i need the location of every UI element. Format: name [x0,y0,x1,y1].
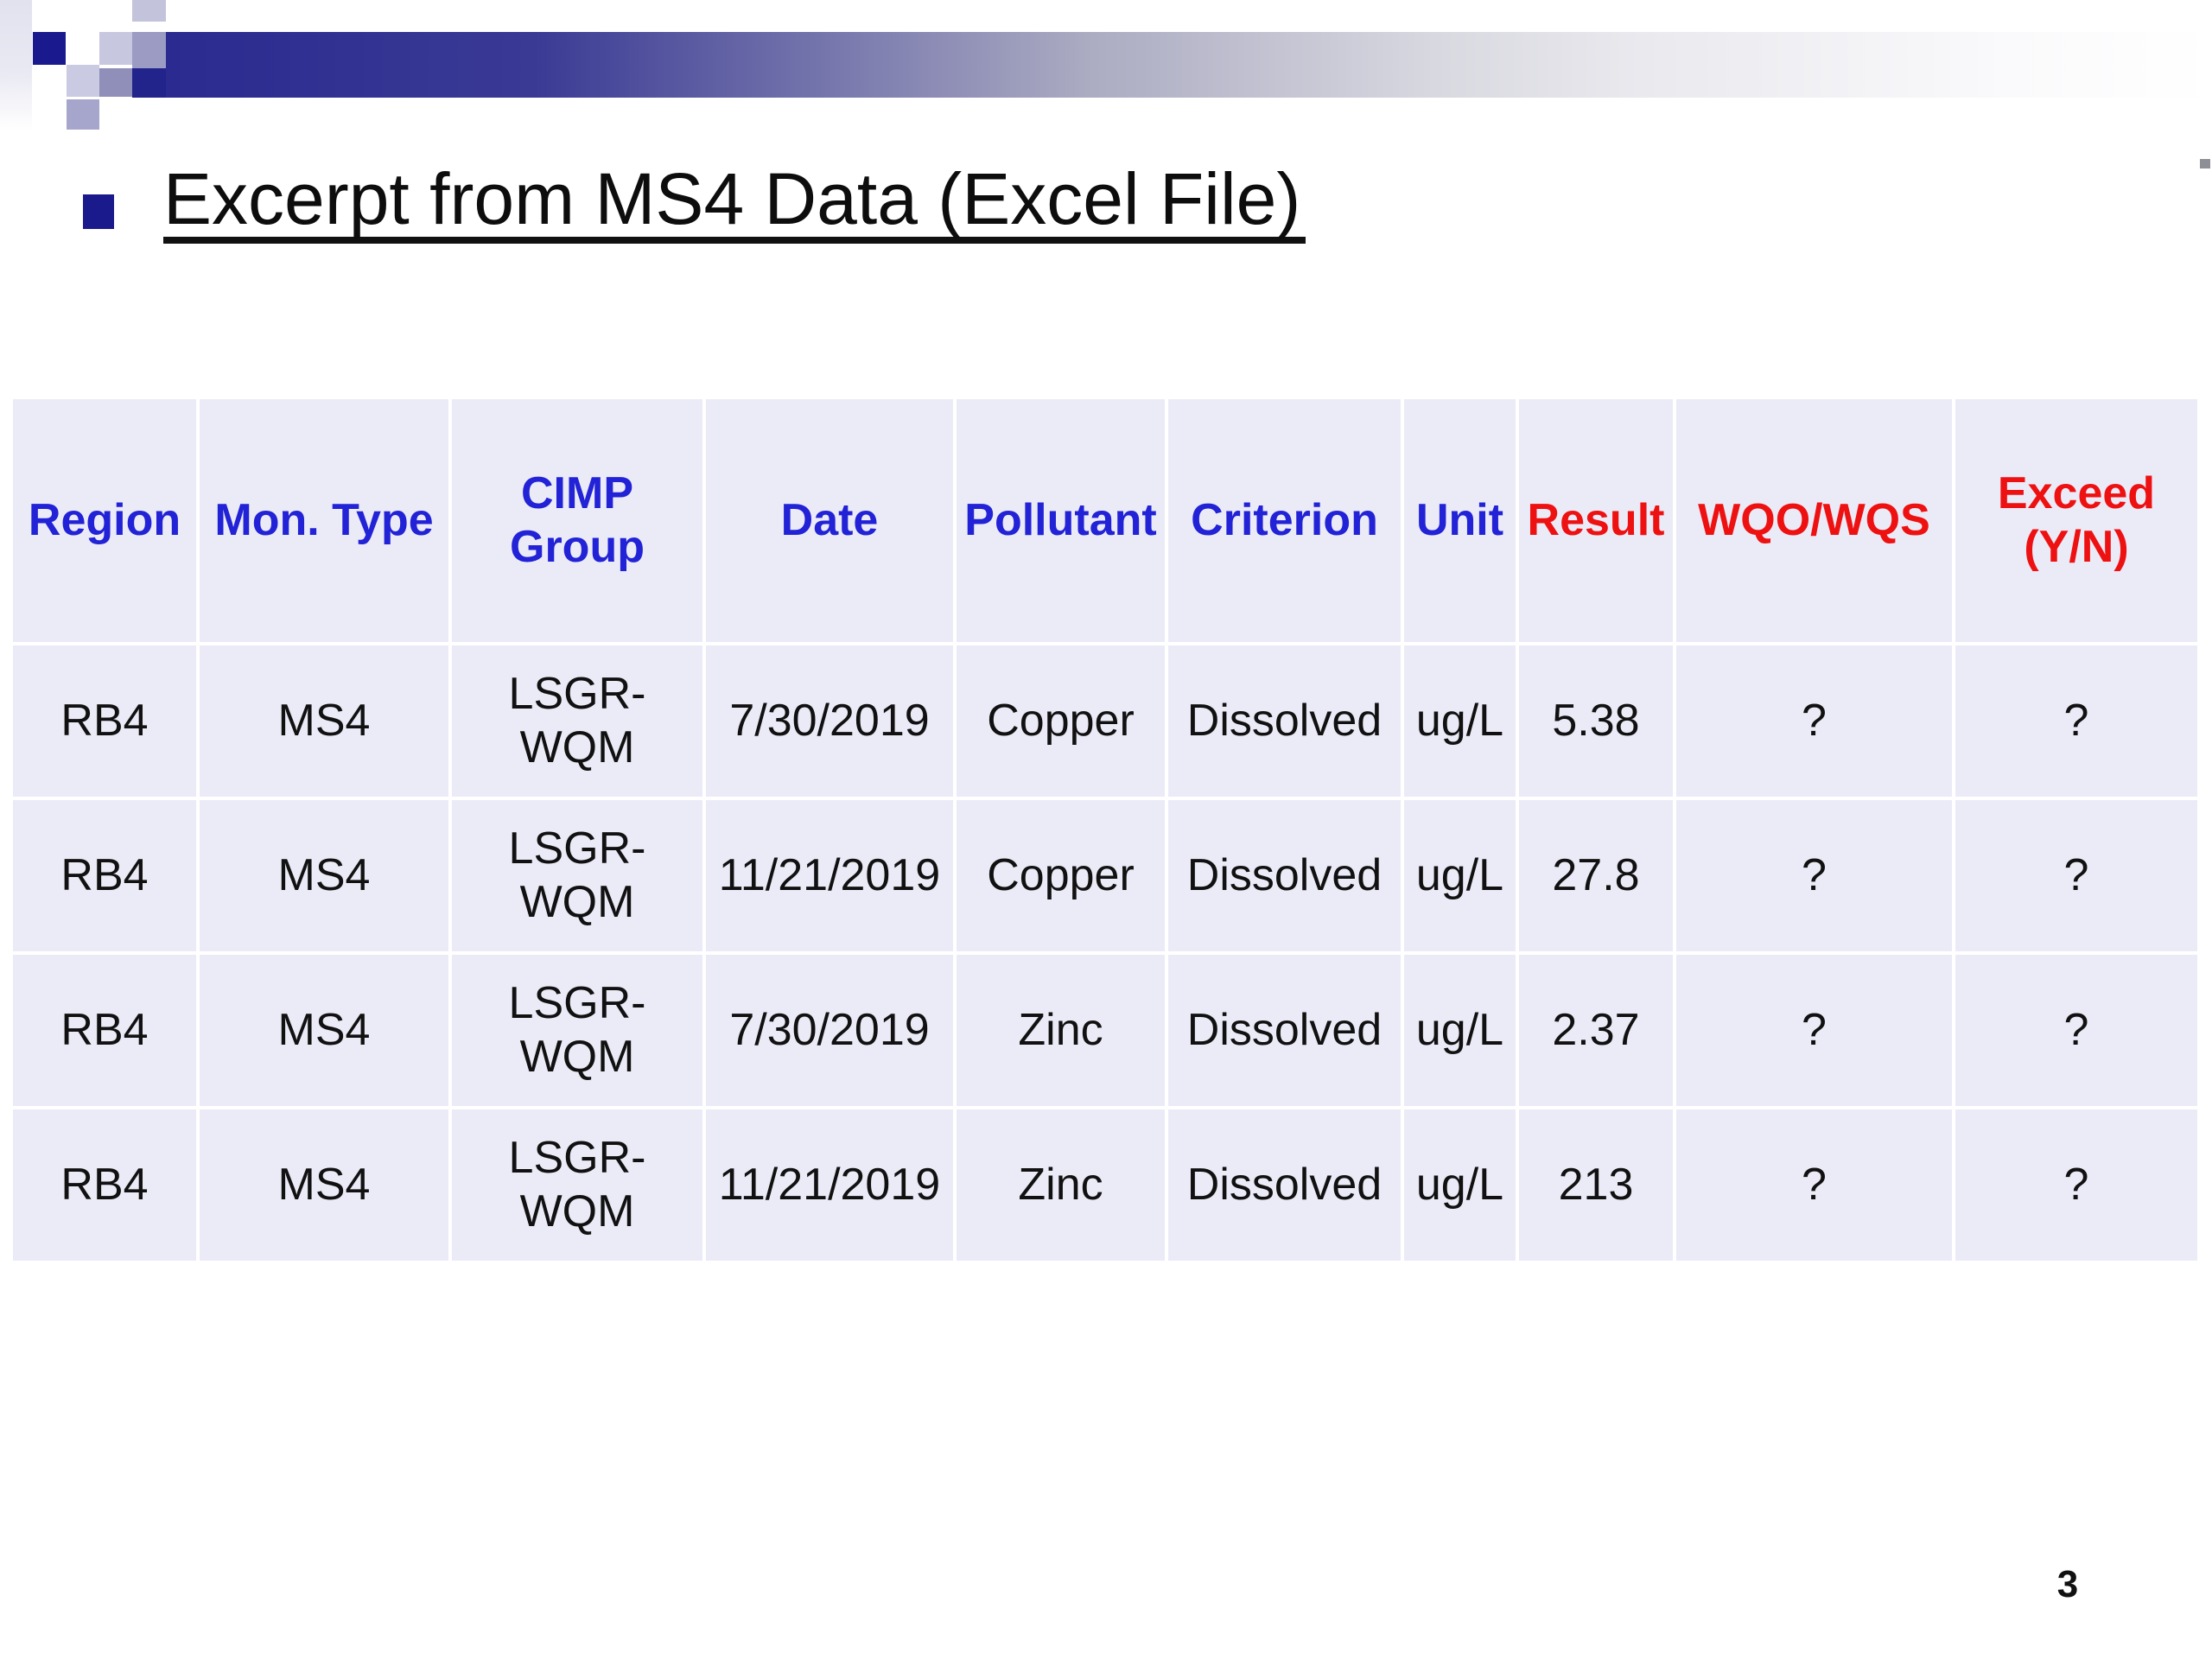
decor-square [99,68,132,97]
table-cell: Dissolved [1166,798,1402,953]
table-cell: RB4 [11,798,198,953]
table-cell: ug/L [1402,1108,1517,1262]
table-cell: LSGR- WQM [450,644,704,798]
table-cell: Copper [955,644,1166,798]
table-cell: MS4 [198,644,450,798]
table-cell: RB4 [11,953,198,1108]
table-cell: ug/L [1402,798,1517,953]
column-header-wqo-wqs: WQO/WQS [1675,397,1954,644]
table-cell: ug/L [1402,644,1517,798]
table-cell: ? [1675,953,1954,1108]
table-cell: LSGR- WQM [450,798,704,953]
decor-square [132,0,166,22]
table-cell: MS4 [198,953,450,1108]
left-gradient-strip [0,0,32,131]
table-cell: ? [1954,953,2199,1108]
table-cell: 27.8 [1517,798,1675,953]
top-gradient-bar [166,32,2212,98]
table-cell: 213 [1517,1108,1675,1262]
column-header-criterion: Criterion [1166,397,1402,644]
table-cell: ? [1675,644,1954,798]
decor-square [67,65,99,97]
page-title: Excerpt from MS4 Data (Excel File) [163,161,1306,244]
table-cell: Dissolved [1166,953,1402,1108]
table-cell: 11/21/2019 [704,1108,955,1262]
table-cell: 11/21/2019 [704,798,955,953]
column-header-unit: Unit [1402,397,1517,644]
column-header-pollutant: Pollutant [955,397,1166,644]
title-bullet-square [83,194,114,229]
column-header-mon-type: Mon. Type [198,397,450,644]
table-cell: ug/L [1402,953,1517,1108]
edge-artifact [2200,159,2210,168]
top-bar-step [132,68,166,98]
header-row: Region Mon. Type CIMP Group Date Polluta… [11,397,2199,644]
table-cell: ? [1954,1108,2199,1262]
page-number: 3 [2056,1563,2079,1605]
table-cell: ? [1675,798,1954,953]
table-row: RB4 MS4 LSGR- WQM 11/21/2019 Zinc Dissol… [11,1108,2199,1262]
table-cell: Dissolved [1166,1108,1402,1262]
decor-square [99,32,132,65]
table-cell: 7/30/2019 [704,953,955,1108]
table-row: RB4 MS4 LSGR- WQM 7/30/2019 Zinc Dissolv… [11,953,2199,1108]
table-row: RB4 MS4 LSGR- WQM 7/30/2019 Copper Disso… [11,644,2199,798]
table-cell: Dissolved [1166,644,1402,798]
column-header-date: Date [704,397,955,644]
table-cell: RB4 [11,1108,198,1262]
table-cell: ? [1954,644,2199,798]
ms4-data-table: Region Mon. Type CIMP Group Date Polluta… [11,397,2199,1262]
table-cell: MS4 [198,1108,450,1262]
table-cell: 7/30/2019 [704,644,955,798]
table-cell: ? [1954,798,2199,953]
table-cell: Copper [955,798,1166,953]
table-row: RB4 MS4 LSGR- WQM 11/21/2019 Copper Diss… [11,798,2199,953]
column-header-exceed: Exceed (Y/N) [1954,397,2199,644]
table-cell: RB4 [11,644,198,798]
decor-square [132,32,166,68]
decor-square [67,99,99,130]
table-cell: LSGR- WQM [450,953,704,1108]
table-cell: 2.37 [1517,953,1675,1108]
table-cell: Zinc [955,1108,1166,1262]
column-header-region: Region [11,397,198,644]
table-cell: LSGR- WQM [450,1108,704,1262]
table-cell: ? [1675,1108,1954,1262]
decor-square-navy [33,32,66,65]
column-header-result: Result [1517,397,1675,644]
column-header-cimp-group: CIMP Group [450,397,704,644]
table-cell: MS4 [198,798,450,953]
table-cell: 5.38 [1517,644,1675,798]
table-cell: Zinc [955,953,1166,1108]
